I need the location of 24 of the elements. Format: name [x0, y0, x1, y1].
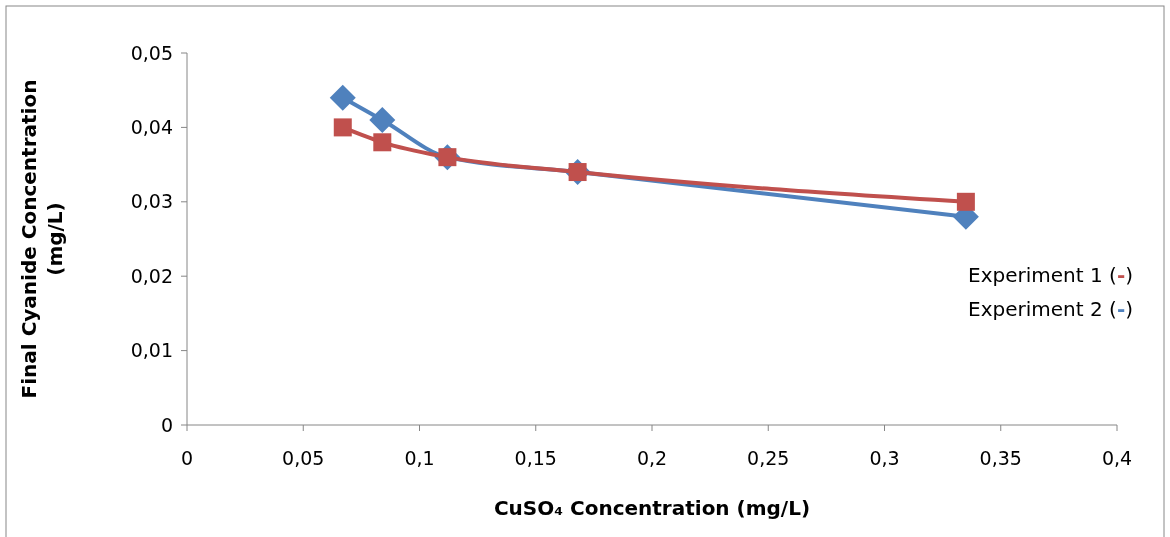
x-tick-label: 0,35: [979, 447, 1022, 469]
x-tick-label: 0: [180, 447, 194, 469]
x-tick-label: 0,25: [747, 447, 790, 469]
y-tick-label: 0,03: [130, 190, 173, 213]
text: Experiment 1 (-): [968, 263, 1133, 287]
y-tick-label: 0,04: [130, 116, 173, 139]
x-tick-label: 0,1: [404, 447, 435, 469]
point: [333, 118, 352, 137]
y-tick-label: 0: [160, 413, 173, 436]
x-tick-label: 0,15: [514, 447, 557, 469]
x-tick-label: 0,05: [282, 447, 325, 469]
x-tick-label: 0,4: [1101, 447, 1133, 469]
point: [329, 84, 356, 111]
x-tick-label: 0,2: [636, 447, 668, 469]
y-tick-label: 0,01: [130, 339, 173, 362]
x-tick-label: 0,3: [869, 447, 900, 469]
point: [369, 106, 396, 133]
y-axis-title: Final Cyanide Concentration (mg/L): [17, 79, 67, 399]
point: [373, 133, 392, 152]
text: Experiment 2 (-): [968, 297, 1133, 321]
y-tick-label: 0,05: [130, 41, 173, 64]
x-axis-title: CuSO₄ Concentration (mg/L): [493, 496, 811, 520]
y-tick-label: 0,02: [130, 264, 173, 287]
point: [956, 192, 975, 211]
